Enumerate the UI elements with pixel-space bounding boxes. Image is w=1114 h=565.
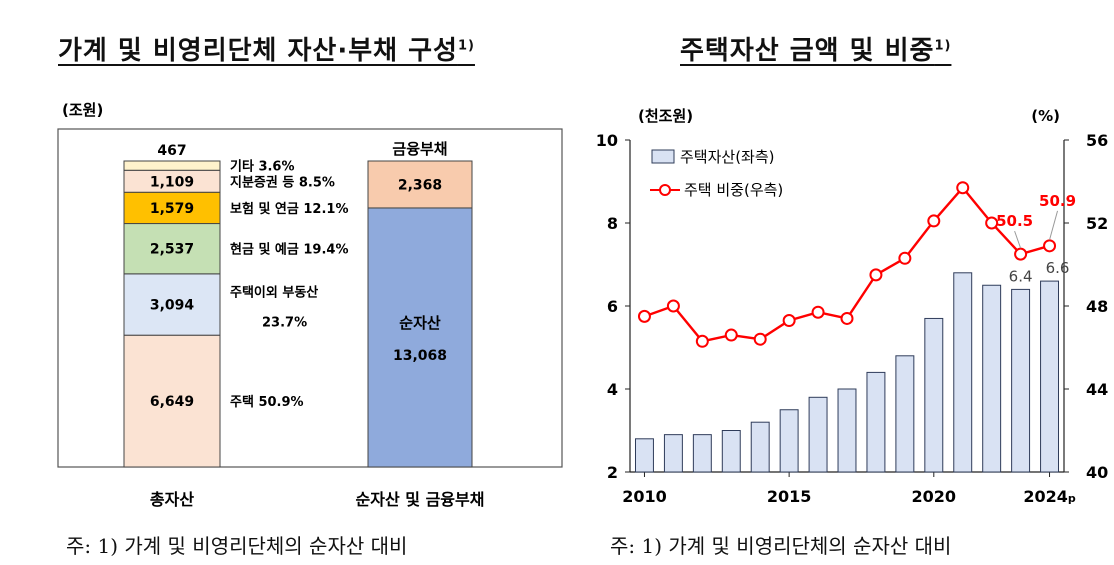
line-data-label: 50.9	[1039, 192, 1076, 210]
left-footnote: 주: 1) 가계 및 비영리단체의 순자산 대비	[66, 534, 408, 558]
housing-asset-bar	[866, 371, 886, 473]
net-asset-name-label: 순자산	[399, 314, 441, 332]
housing-share-point	[637, 309, 651, 323]
right-footnote: 주: 1) 가계 및 비영리단체의 순자산 대비	[610, 534, 952, 558]
asset-share-label-line2: 23.7%	[262, 316, 307, 331]
housing-asset-bar	[924, 317, 944, 473]
category-label-total-assets: 총자산	[150, 490, 194, 509]
asset-share-label: 현금 및 예금 19.4%	[230, 242, 348, 258]
housing-share-point	[898, 251, 912, 265]
right-chart-title-footnote: 1)	[934, 38, 952, 54]
right-axis-unit: (%)	[1031, 107, 1060, 125]
housing-share-point	[840, 311, 854, 325]
housing-asset-bar	[721, 430, 741, 473]
left-chart-title: 가계 및 비영리단체 자산·부채 구성1)	[58, 30, 475, 67]
net-liability-bar-segment	[367, 160, 473, 209]
housing-share-point	[666, 299, 680, 313]
bar-data-label: 6.6	[1046, 259, 1070, 277]
left-tick-label: 4	[607, 380, 618, 399]
left-axis-unit: (천조원)	[638, 107, 693, 125]
housing-asset-bar	[895, 355, 915, 473]
right-chart-title-text: 주택자산 금액 및 비중	[680, 36, 935, 66]
housing-asset-bar	[779, 409, 799, 473]
housing-asset-bar	[837, 388, 857, 473]
left-tick-label: 10	[596, 131, 618, 150]
line-data-label: 50.5	[996, 212, 1033, 230]
asset-value-label: 2,537	[150, 242, 194, 258]
right-tick-label: 56	[1086, 131, 1108, 150]
housing-asset-bar	[750, 421, 770, 473]
right-tick-label: 40	[1086, 463, 1108, 482]
asset-share-label: 지분증권 등 8.5%	[230, 175, 335, 190]
x-tick-label: 2015	[767, 487, 812, 506]
right-tick-label: 52	[1086, 214, 1108, 233]
legend-line-marker	[659, 184, 671, 196]
left-plot-frame	[57, 128, 563, 468]
net-liability-bar-segment	[367, 207, 473, 468]
x-tick-label: 2010	[622, 487, 667, 506]
left-tick-label: 8	[607, 214, 618, 233]
asset-share-label: 주택이외 부동산	[230, 285, 318, 301]
left-unit-label: (조원)	[62, 101, 103, 119]
housing-share-point	[927, 214, 941, 228]
asset-bar-segment	[123, 273, 221, 336]
category-label-net-liabilities: 순자산 및 금융부채	[356, 490, 485, 509]
legend-bar-label: 주택자산(좌측)	[680, 148, 775, 166]
left-tick-label: 6	[607, 297, 618, 316]
legend: 주택자산(좌측) 주택 비중(우측)	[650, 148, 783, 199]
housing-share-point	[753, 332, 767, 346]
housing-asset-bar	[1011, 288, 1031, 473]
asset-liability-chart: (조원) 6,649 주택 50.9% 3,094 주택이외 부동산 23.7% 2,53…	[57, 101, 563, 509]
asset-value-label: 1,579	[150, 201, 194, 217]
housing-share-point	[782, 314, 796, 328]
legend-bar-swatch	[651, 149, 675, 164]
housing-asset-bar	[982, 284, 1002, 473]
asset-bar-segment	[123, 160, 221, 171]
net-asset-value-label: 13,068	[393, 348, 447, 364]
x-tick-label: 2020	[912, 487, 957, 506]
left-chart-title-text: 가계 및 비영리단체 자산·부채 구성	[58, 36, 458, 66]
legend-line-label: 주택 비중(우측)	[684, 181, 783, 199]
asset-value-label: 467	[157, 143, 186, 159]
left-chart-title-footnote: 1)	[457, 38, 475, 54]
housing-share-point	[985, 216, 999, 230]
right-tick-label: 44	[1086, 380, 1108, 399]
liability-header-label: 금융부채	[392, 140, 447, 158]
x-tick-label: 2024p	[1023, 487, 1076, 506]
housing-share-point	[811, 305, 825, 319]
housing-share-point	[695, 334, 709, 348]
line-label-leader	[1014, 230, 1022, 249]
housing-asset-chart: 2 4 6 8 10 40 44 48 52 56 2010 2015 2020 2024p 6.4 6.6…	[596, 107, 1109, 506]
housing-share-point	[956, 181, 970, 195]
right-chart-title: 주택자산 금액 및 비중1)	[680, 30, 951, 67]
liability-value-label: 2,368	[398, 177, 442, 193]
housing-asset-bar	[808, 396, 828, 473]
housing-asset-bar	[692, 434, 712, 473]
housing-share-point	[869, 268, 883, 282]
right-tick-label: 48	[1086, 297, 1108, 316]
housing-share-point	[1043, 239, 1057, 253]
left-tick-label: 2	[607, 463, 618, 482]
housing-share-point	[1014, 247, 1028, 261]
housing-asset-bar	[1040, 280, 1060, 473]
asset-share-label: 보험 및 연금 12.1%	[230, 201, 348, 217]
asset-value-label: 6,649	[150, 394, 194, 410]
asset-share-label: 주택 50.9%	[230, 394, 304, 410]
asset-share-label: 기타 3.6%	[230, 159, 295, 175]
housing-share-point	[724, 328, 738, 342]
asset-bar-segment	[123, 191, 221, 225]
housing-asset-bar	[663, 434, 683, 473]
housing-asset-bar	[953, 272, 973, 473]
line-label-leader	[1049, 210, 1059, 240]
asset-value-label: 1,109	[150, 174, 194, 190]
housing-asset-bar	[634, 438, 654, 473]
asset-value-label: 3,094	[150, 298, 195, 314]
bar-data-label: 6.4	[1009, 267, 1033, 285]
